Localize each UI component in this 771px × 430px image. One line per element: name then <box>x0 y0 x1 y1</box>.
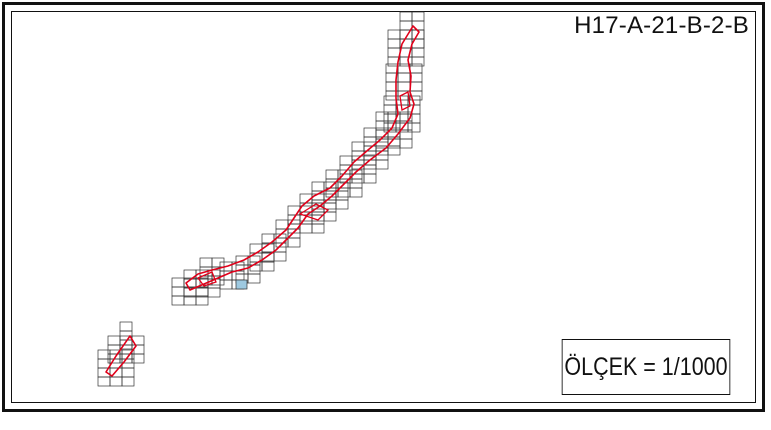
grid-cell <box>399 129 413 140</box>
grid-cell <box>183 295 197 306</box>
grid-cell <box>171 277 185 288</box>
grid-cell <box>131 353 145 364</box>
grid-cell <box>121 376 135 387</box>
grid-cell <box>397 72 411 83</box>
grid-cell <box>407 122 421 133</box>
grid-cell <box>249 243 263 254</box>
grid-cell <box>195 286 209 297</box>
grid-cell <box>247 273 261 284</box>
parcel-inner-loop <box>298 203 330 221</box>
map-sheet-inner-border <box>11 11 756 403</box>
grid-cell <box>375 127 389 138</box>
grid-cell <box>311 181 325 192</box>
parcel-inner-loop <box>399 91 411 111</box>
grid-cell <box>375 141 389 152</box>
grid-cell <box>171 295 185 306</box>
grid-cell <box>121 367 135 378</box>
grid-cell <box>171 286 185 297</box>
grid-cell <box>409 90 423 101</box>
grid-cell <box>399 138 413 149</box>
grid-cell <box>399 11 413 22</box>
grid-cell <box>387 145 401 156</box>
scale-label: ÖLÇEK = 1/1000 <box>564 352 728 381</box>
highlighted-grid-cell <box>235 279 248 290</box>
parcel-outline-main <box>185 25 420 291</box>
grid-cell <box>323 202 337 213</box>
grid-cell <box>299 223 313 234</box>
grid-cell <box>387 47 401 58</box>
grid-cell <box>339 155 353 166</box>
grid-cell <box>273 251 287 262</box>
grid-cell <box>199 257 213 268</box>
grid-cell <box>261 261 275 272</box>
sheet-code-label: H17-A-21-B-2-B <box>574 12 749 39</box>
grid-cell <box>411 20 425 31</box>
grid-cell <box>219 279 233 290</box>
grid-cell <box>207 287 221 298</box>
grid-cell <box>351 141 365 152</box>
grid-cell <box>387 29 401 40</box>
grid-cell <box>287 237 301 248</box>
parcel-outline-secondary <box>105 335 137 377</box>
grid-cell <box>261 252 275 263</box>
grid-cell <box>411 11 425 22</box>
grid-cell <box>363 164 377 175</box>
map-sheet-frame <box>2 2 765 412</box>
parcel-inner-loop <box>196 271 217 287</box>
grid-cell <box>349 187 363 198</box>
grid-cell <box>375 150 389 161</box>
grid-cell <box>397 81 411 92</box>
grid-cell <box>409 72 423 83</box>
parcel-boundary <box>105 25 420 377</box>
grid-cell <box>323 211 337 222</box>
grid-cell <box>325 169 339 180</box>
grid-cell <box>97 376 111 387</box>
grid-cell <box>411 56 425 67</box>
grid-cell <box>363 141 377 152</box>
grid-cell <box>211 257 225 268</box>
grid-cell <box>375 111 389 122</box>
grid-cell <box>409 81 423 92</box>
grid-cell <box>383 104 397 115</box>
grid-cell <box>107 335 121 346</box>
grid-cell <box>375 159 389 170</box>
grid-cell <box>287 214 301 225</box>
scale-label-box: ÖLÇEK = 1/1000 <box>561 339 731 395</box>
grid-cell <box>109 376 123 387</box>
grid-cell <box>351 155 365 166</box>
grid-cell <box>363 173 377 184</box>
grid-cell <box>363 127 377 138</box>
grid-cell <box>387 38 401 49</box>
grid-cell <box>375 120 389 131</box>
grid-cell <box>335 199 349 210</box>
grid-cell <box>399 20 413 31</box>
grid-cell <box>311 223 325 234</box>
grid-cell <box>195 287 209 298</box>
grid-cell <box>195 295 209 306</box>
grid-cell <box>275 219 289 230</box>
grid-cell <box>119 321 133 332</box>
grid-sheet-index <box>97 11 425 387</box>
grid-cell <box>411 47 425 58</box>
